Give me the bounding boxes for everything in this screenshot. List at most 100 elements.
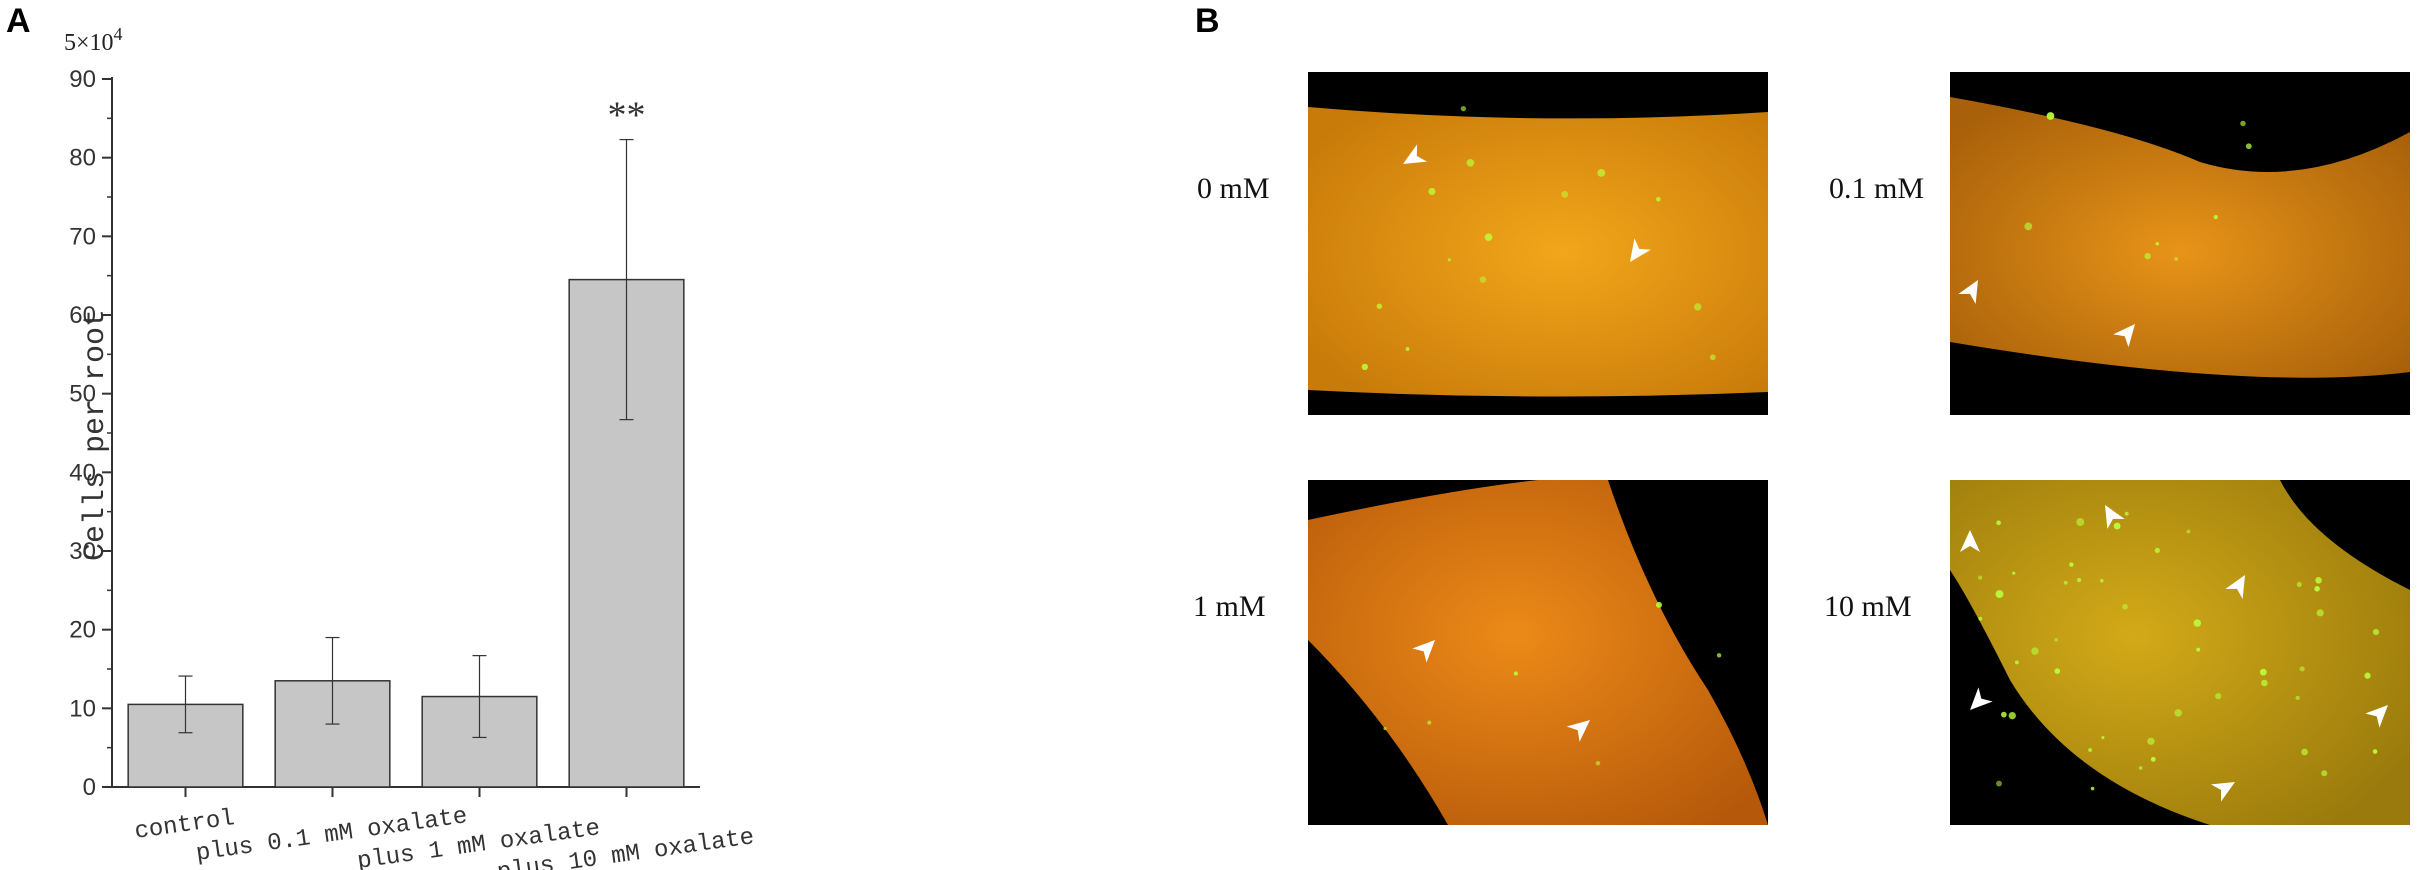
significance-annotation: ** xyxy=(608,95,646,137)
fluorescent-spot xyxy=(2076,518,2085,527)
fluorescent-spot xyxy=(2213,214,2218,220)
bar-chart: 5×104 Cells per root 0 10 20 30 40 50 60 70 80 90… xyxy=(64,24,756,870)
y-tick-label: 50 xyxy=(69,381,96,408)
fluorescent-spot xyxy=(1995,590,2004,599)
y-tick-label: 40 xyxy=(69,459,96,486)
fluorescent-spot xyxy=(2014,660,2019,665)
fluorescent-spot xyxy=(2088,748,2093,752)
arrow-icon xyxy=(2113,324,2135,348)
fluorescent-spot xyxy=(2174,257,2178,261)
fluorescent-spot xyxy=(1996,780,2002,787)
micrograph-10mm-image xyxy=(1950,480,2410,825)
fluorescent-spot xyxy=(2372,628,2380,636)
micrograph-10mm xyxy=(1950,480,2410,825)
fluorescent-spot xyxy=(2122,603,2128,610)
fluorescent-spot xyxy=(2076,577,2082,583)
fluorescent-spot xyxy=(1361,363,1369,371)
arrow-icon xyxy=(2105,505,2125,530)
fluorescent-spot xyxy=(2054,638,2058,642)
y-multiplier: 5×104 xyxy=(64,24,123,56)
fluorescent-spot xyxy=(2315,577,2322,584)
arrow-icon xyxy=(1630,238,1651,262)
arrow-icon xyxy=(2225,575,2245,600)
fluorescent-spot xyxy=(2138,766,2143,770)
fluorescent-spot xyxy=(1460,106,1467,112)
y-tick-label: 60 xyxy=(69,302,96,329)
micrograph-0mm xyxy=(1308,72,1768,415)
fluorescent-spot xyxy=(2101,736,2105,740)
fluorescent-spot xyxy=(1656,197,1661,202)
panel-b-label: B xyxy=(1195,2,1220,40)
fluorescent-spot xyxy=(1479,276,1487,283)
fluorescent-spot xyxy=(2316,609,2324,617)
fluorescent-spot xyxy=(2186,529,2191,534)
fluorescent-spot xyxy=(2240,120,2246,127)
fluorescent-spot xyxy=(1694,303,1702,311)
fluorescent-spot xyxy=(1513,671,1518,676)
fluorescent-spot xyxy=(2024,222,2033,231)
y-tick-label: 90 xyxy=(69,66,96,93)
fluorescent-spot xyxy=(2259,668,2267,676)
fluorescent-spot xyxy=(2090,786,2095,791)
fluorescent-spot xyxy=(2299,666,2305,672)
micrograph-label-10mm: 10 mM xyxy=(1824,590,1912,623)
fluorescent-spot xyxy=(2147,737,2155,745)
fluorescent-spot xyxy=(1561,190,1569,198)
fluorescent-spot xyxy=(2296,581,2302,587)
micrograph-label-1mm: 1 mM xyxy=(1193,590,1266,623)
fluorescent-spot xyxy=(2155,242,2159,246)
fluorescent-spot xyxy=(2364,672,2371,679)
y-tick-label: 70 xyxy=(69,223,96,250)
fluorescent-spot xyxy=(2100,578,2104,583)
fluorescent-spot xyxy=(1447,258,1451,262)
fluorescent-spot xyxy=(2196,647,2201,652)
fluorescent-spot xyxy=(2113,522,2121,530)
fluorescent-spot xyxy=(1996,520,2001,526)
fluorescent-spot xyxy=(2372,749,2378,754)
micrograph-label-0mm: 0 mM xyxy=(1197,172,1270,205)
fluorescent-spot xyxy=(1376,303,1383,309)
fluorescent-spot xyxy=(2124,511,2129,516)
micrograph-0-1mm-image xyxy=(1950,72,2410,415)
fluorescent-spot xyxy=(2174,709,2182,717)
fluorescent-spot xyxy=(2245,143,2252,150)
fluorescent-spot xyxy=(1466,158,1475,167)
fluorescent-spot xyxy=(2054,668,2061,674)
fluorescent-spot xyxy=(1484,233,1493,242)
y-tick-label: 30 xyxy=(69,538,96,565)
fluorescent-spot xyxy=(2069,562,2074,567)
y-tick-label: 20 xyxy=(69,617,96,644)
y-multiplier-base: 5×10 xyxy=(64,30,114,56)
arrow-icon xyxy=(1566,720,1590,742)
fluorescent-spot xyxy=(2215,693,2222,700)
arrow-icon xyxy=(1403,144,1428,164)
fluorescent-spot xyxy=(2144,252,2151,260)
panel-a-label: A xyxy=(6,2,31,40)
fluorescent-spot xyxy=(1597,169,1606,177)
arrow-icon xyxy=(2210,782,2235,802)
micrograph-1mm-image xyxy=(1308,480,1768,825)
arrow-icon xyxy=(1960,530,1980,552)
fluorescent-spot xyxy=(2031,647,2039,655)
y-tick-label: 0 xyxy=(83,774,96,801)
fluorescent-spot xyxy=(1716,653,1722,658)
fluorescent-spot xyxy=(2261,679,2268,687)
micrograph-0mm-image xyxy=(1308,72,1768,415)
fluorescent-spot xyxy=(2193,619,2202,627)
fluorescent-spot xyxy=(1655,601,1663,608)
fluorescent-spot xyxy=(2046,112,2055,120)
fluorescent-spot xyxy=(1428,187,1436,196)
fluorescent-spot xyxy=(2012,571,2016,575)
fluorescent-spot xyxy=(1709,354,1716,361)
y-tick-label: 10 xyxy=(69,695,96,722)
fluorescent-spot xyxy=(2063,580,2068,585)
fluorescent-spot xyxy=(2000,711,2007,718)
y-axis-title: Cells per root xyxy=(79,309,113,561)
fluorescent-spot xyxy=(2301,748,2308,756)
fluorescent-spot xyxy=(2008,711,2016,720)
fluorescent-spot xyxy=(2150,756,2156,762)
micrograph-1mm xyxy=(1308,480,1768,825)
fluorescent-spot xyxy=(2295,695,2300,701)
fluorescent-spot xyxy=(1595,760,1601,766)
